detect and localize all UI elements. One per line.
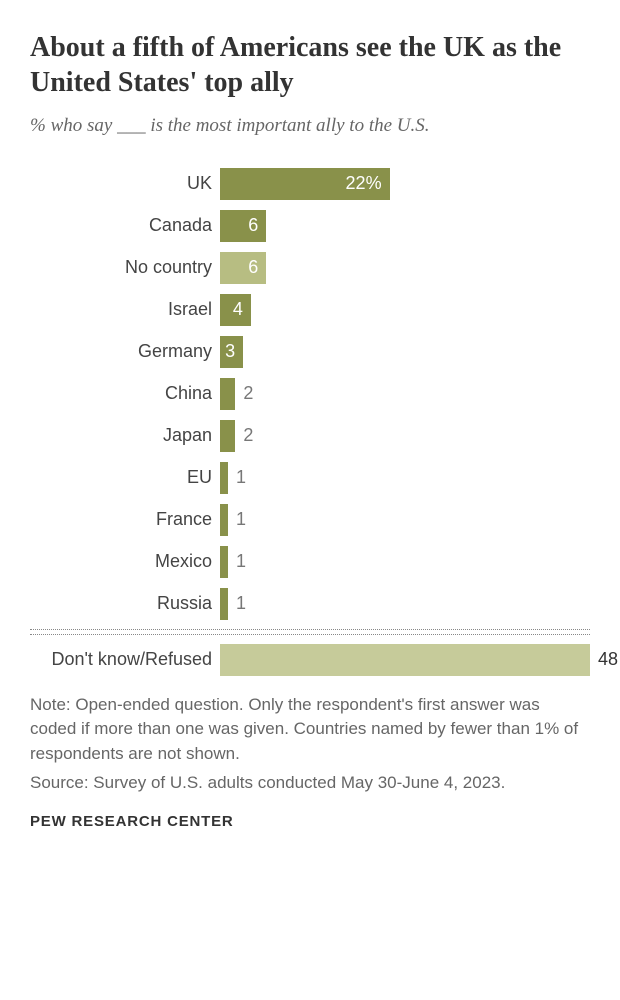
bar: 6 — [220, 210, 266, 242]
bar-row: Don't know/Refused48 — [30, 639, 590, 681]
bar-value: 2 — [243, 383, 253, 404]
chart-source: Source: Survey of U.S. adults conducted … — [30, 771, 590, 796]
bar-area: 1 — [220, 588, 590, 620]
bar-row: China 2 — [30, 373, 590, 415]
bar — [220, 546, 228, 578]
bar: 4 — [220, 294, 251, 326]
bar-value: 1 — [236, 551, 246, 572]
bar-value: 6 — [248, 215, 258, 236]
bar-row: EU 1 — [30, 457, 590, 499]
bar-value: 1 — [236, 509, 246, 530]
bar-label: Israel — [30, 299, 220, 320]
bar-label: Canada — [30, 215, 220, 236]
bar: 22% — [220, 168, 390, 200]
bar-value: 6 — [248, 257, 258, 278]
bar-row: Japan 2 — [30, 415, 590, 457]
bar-value: 2 — [243, 425, 253, 446]
bar-label: Mexico — [30, 551, 220, 572]
divider — [30, 629, 590, 630]
bar-area: 4 — [220, 294, 590, 326]
bar-value: 1 — [236, 593, 246, 614]
bar-value: 1 — [236, 467, 246, 488]
bar: 3 — [220, 336, 243, 368]
bar-row: UK 22% — [30, 163, 590, 205]
bar-label: EU — [30, 467, 220, 488]
bar-area: 48 — [220, 644, 618, 676]
bar-area: 3 — [220, 336, 590, 368]
bar-label: Germany — [30, 341, 220, 362]
chart-subtitle: % who say ___ is the most important ally… — [30, 114, 590, 139]
bar — [220, 378, 235, 410]
bar: 6 — [220, 252, 266, 284]
bar-label: UK — [30, 173, 220, 194]
bar-row: Russia 1 — [30, 583, 590, 625]
chart-note: Note: Open-ended question. Only the resp… — [30, 693, 590, 767]
bar-row: France 1 — [30, 499, 590, 541]
bar-area: 22% — [220, 168, 590, 200]
bar — [220, 420, 235, 452]
bar-value: 22% — [346, 173, 382, 194]
bar-area: 1 — [220, 546, 590, 578]
bar — [220, 462, 228, 494]
bar-label: Russia — [30, 593, 220, 614]
bar-area: 2 — [220, 420, 590, 452]
bar-row: Israel 4 — [30, 289, 590, 331]
attribution: PEW RESEARCH CENTER — [30, 813, 590, 830]
bar-label: Don't know/Refused — [30, 649, 220, 670]
bar-label: No country — [30, 257, 220, 278]
bar-row: Germany3 — [30, 331, 590, 373]
bar-area: 2 — [220, 378, 590, 410]
bar-area: 1 — [220, 462, 590, 494]
bar-value: 4 — [233, 299, 243, 320]
bar-label: Japan — [30, 425, 220, 446]
bar-area: 6 — [220, 252, 590, 284]
divider — [30, 634, 590, 635]
chart-title: About a fifth of Americans see the UK as… — [30, 30, 590, 100]
bar-chart: UK22%Canada6No country6Israel4Germany3Ch… — [30, 163, 590, 681]
bar — [220, 588, 228, 620]
bar-value: 3 — [225, 341, 235, 362]
bar-area: 1 — [220, 504, 590, 536]
bar-value: 48 — [598, 649, 618, 670]
bar — [220, 644, 590, 676]
bar-label: France — [30, 509, 220, 530]
bar-row: Canada 6 — [30, 205, 590, 247]
bar-row: No country 6 — [30, 247, 590, 289]
bar-row: Mexico 1 — [30, 541, 590, 583]
bar-label: China — [30, 383, 220, 404]
bar — [220, 504, 228, 536]
bar-area: 6 — [220, 210, 590, 242]
